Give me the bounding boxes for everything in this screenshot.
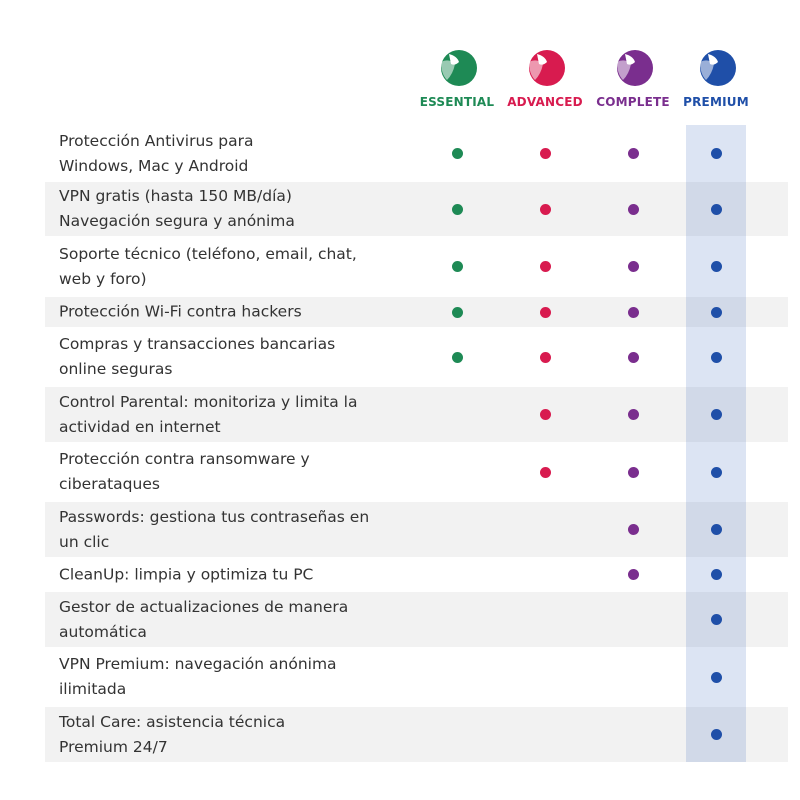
feature-row: Protección Wi-Fi contra hackers <box>45 297 788 327</box>
included-dot-advanced <box>539 306 551 318</box>
plan-header-essential: ESSENTIAL <box>407 48 507 109</box>
feature-row: VPN gratis (hasta 150 MB/día) Navegación … <box>45 182 788 236</box>
plan-header-premium: PREMIUM <box>666 48 766 109</box>
included-dot-premium <box>710 466 722 478</box>
feature-label-line: ilimitada <box>59 680 127 698</box>
feature-row: Compras y transacciones bancarias online … <box>45 327 788 387</box>
feature-label-line: actividad en internet <box>59 417 221 436</box>
feature-label-line: Total Care: asistencia técnica <box>59 712 286 731</box>
included-dot-complete <box>627 203 639 215</box>
feature-row: Soporte técnico (teléfono, email, chat, w… <box>45 236 788 297</box>
feature-label-line: Passwords: gestiona tus contraseñas en <box>59 507 370 526</box>
feature-label-line: Protección contra ransomware y <box>59 450 310 468</box>
feature-label: Passwords: gestiona tus contraseñas en un… <box>59 505 389 555</box>
included-dot-advanced <box>539 203 551 215</box>
feature-label-line: VPN gratis (hasta 150 MB/día) <box>59 187 292 205</box>
shield-logo-icon <box>529 50 565 86</box>
included-dot-premium <box>710 671 722 683</box>
feature-label-line: Navegación segura y anónima <box>59 212 295 230</box>
included-dot-premium <box>710 261 722 272</box>
feature-label-line: Protección Antivirus para <box>59 131 254 150</box>
feature-label: Soporte técnico (teléfono, email, chat, w… <box>59 242 389 292</box>
included-dot-advanced <box>539 261 551 272</box>
feature-row: VPN Premium: navegación anónima ilimitada <box>45 647 788 707</box>
feature-label-line: un clic <box>59 532 110 551</box>
feature-label-line: Control Parental: monitoriza y limita la <box>59 392 358 411</box>
plan-name: COMPLETE <box>596 95 670 109</box>
included-dot-premium <box>710 524 722 535</box>
included-dot-essential <box>451 306 463 318</box>
feature-label: Total Care: asistencia técnica Premium 24… <box>59 710 389 760</box>
feature-label-line: Compras y transacciones bancarias <box>59 335 336 353</box>
included-dot-complete <box>627 569 639 580</box>
feature-row: Total Care: asistencia técnica Premium 24… <box>45 707 788 762</box>
feature-row: Protección contra ransomware y ciberataqu… <box>45 442 788 502</box>
feature-label: VPN gratis (hasta 150 MB/día) Navegación … <box>59 184 389 234</box>
feature-row: Gestor de actualizaciones de manera autom… <box>45 592 788 647</box>
feature-label-line: VPN Premium: navegación anónima <box>59 655 337 673</box>
feature-row: CleanUp: limpia y optimiza tu PC <box>45 557 788 592</box>
shield-logo-icon <box>700 50 736 86</box>
included-dot-essential <box>451 261 463 272</box>
feature-row: Protección Antivirus para Windows, Mac y … <box>45 125 788 182</box>
included-dot-premium <box>710 148 722 159</box>
feature-label: Protección Antivirus para Windows, Mac y … <box>59 129 389 179</box>
feature-label-line: Protección Wi-Fi contra hackers <box>59 302 302 321</box>
feature-label-line: web y foro) <box>59 269 147 288</box>
included-dot-essential <box>451 203 463 215</box>
included-dot-complete <box>627 466 639 478</box>
feature-label-line: Windows, Mac y Android <box>59 156 249 175</box>
included-dot-complete <box>627 261 639 272</box>
included-dot-essential <box>451 351 463 363</box>
feature-label-line: CleanUp: limpia y optimiza tu PC <box>59 565 314 583</box>
included-dot-essential <box>451 148 463 159</box>
feature-label-line: Premium 24/7 <box>59 737 168 756</box>
included-dot-premium <box>710 306 722 318</box>
included-dot-premium <box>710 569 722 580</box>
included-dot-advanced <box>539 466 551 478</box>
shield-logo-icon <box>441 50 477 86</box>
included-dot-premium <box>710 729 722 740</box>
feature-row: Passwords: gestiona tus contraseñas en un… <box>45 502 788 557</box>
feature-row: Control Parental: monitoriza y limita la… <box>45 387 788 442</box>
feature-label: Protección Wi-Fi contra hackers <box>59 300 389 325</box>
feature-label: Control Parental: monitoriza y limita la… <box>59 390 389 440</box>
feature-label: Compras y transacciones bancarias online … <box>59 332 389 382</box>
plan-header-advanced: ADVANCED <box>495 48 595 109</box>
feature-label-line: Soporte técnico (teléfono, email, chat, <box>59 244 357 263</box>
included-dot-advanced <box>539 351 551 363</box>
included-dot-premium <box>710 203 722 215</box>
feature-label: VPN Premium: navegación anónima ilimitada <box>59 652 389 702</box>
plan-name: PREMIUM <box>683 95 749 109</box>
premium-column-highlight <box>686 125 746 762</box>
plan-name: ADVANCED <box>507 95 583 109</box>
included-dot-advanced <box>539 409 551 420</box>
plan-header-complete: COMPLETE <box>583 48 683 109</box>
feature-label-line: online seguras <box>59 360 173 378</box>
included-dot-advanced <box>539 148 551 159</box>
included-dot-complete <box>627 148 639 159</box>
included-dot-complete <box>627 306 639 318</box>
included-dot-premium <box>710 351 722 363</box>
feature-label: Protección contra ransomware y ciberataqu… <box>59 447 389 497</box>
included-dot-complete <box>627 351 639 363</box>
feature-label: CleanUp: limpia y optimiza tu PC <box>59 562 389 587</box>
feature-label-line: Gestor de actualizaciones de manera <box>59 597 349 616</box>
included-dot-complete <box>627 524 639 535</box>
feature-label-line: ciberataques <box>59 475 160 493</box>
feature-label-line: automática <box>59 622 147 641</box>
included-dot-premium <box>710 409 722 420</box>
shield-logo-icon <box>617 50 653 86</box>
included-dot-complete <box>627 409 639 420</box>
feature-label: Gestor de actualizaciones de manera autom… <box>59 595 389 645</box>
included-dot-premium <box>710 614 722 625</box>
plan-name: ESSENTIAL <box>419 95 495 109</box>
